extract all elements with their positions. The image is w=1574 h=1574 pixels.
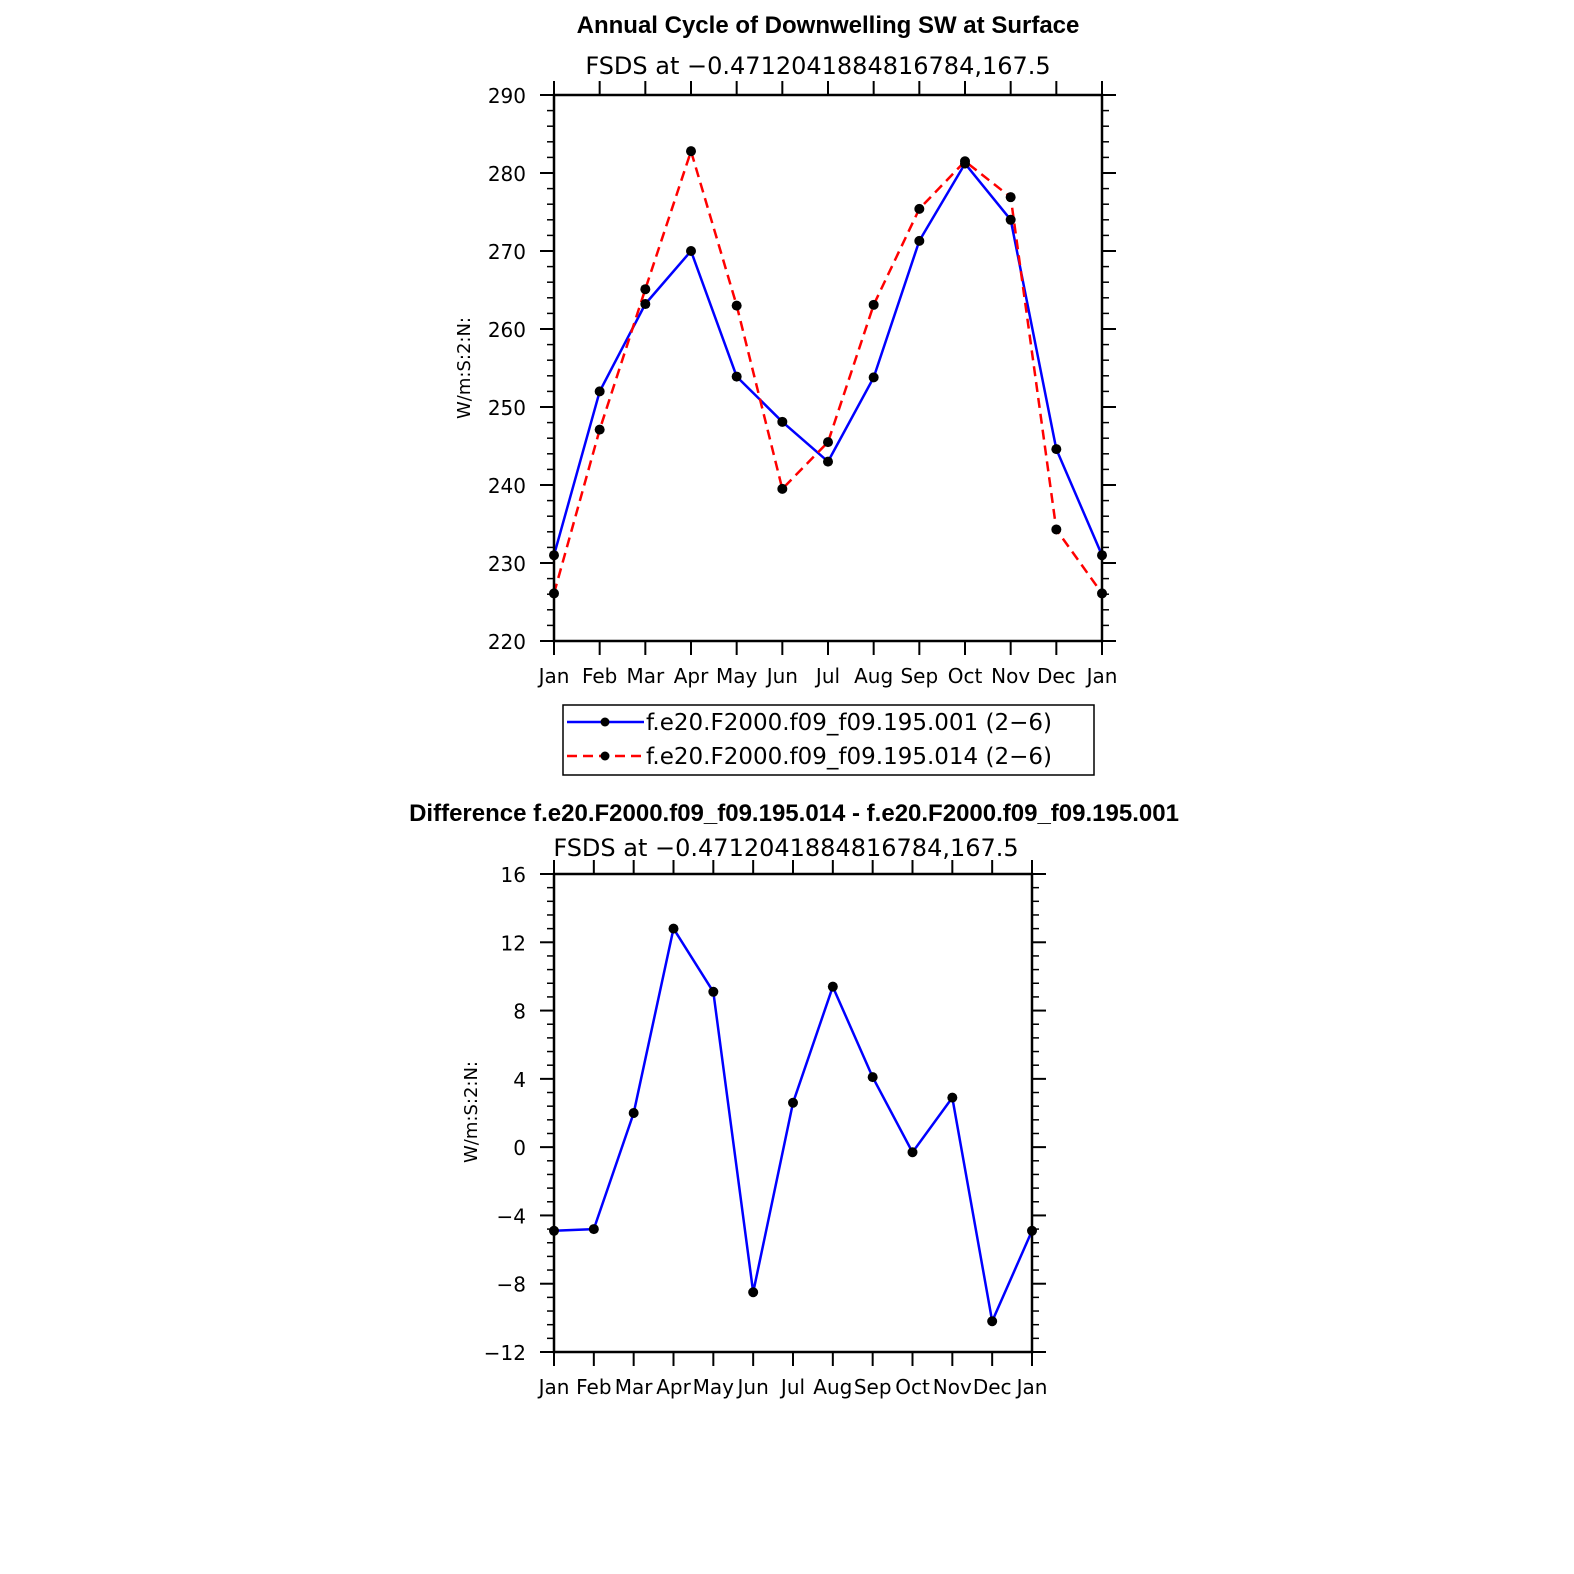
series-line-2: [552, 149, 1104, 595]
x-tick-label: Oct: [895, 1375, 930, 1399]
x-tick-label: Nov: [991, 664, 1030, 688]
data-point-series-1: [640, 299, 651, 310]
chart-subtitle: FSDS at −0.4712041884816784,167.5: [585, 52, 1050, 80]
data-point-series-1: [1005, 214, 1016, 225]
legend: f.e20.F2000.f09_f09.195.001 (2−6) f.e20.…: [562, 704, 1095, 776]
series-line-1: [552, 162, 1104, 556]
data-point-series-2: [594, 424, 605, 435]
x-tick-label: Jul: [814, 664, 840, 688]
data-point-series-1: [588, 1224, 599, 1235]
legend-label-series-1: f.e20.F2000.f09_f09.195.001 (2−6): [646, 710, 1052, 736]
data-point-series-2: [960, 156, 970, 167]
series-line-1: [553, 927, 1034, 1323]
data-point-series-2: [777, 483, 788, 494]
data-point-series-1: [731, 371, 742, 382]
data-point-series-2: [868, 299, 879, 310]
x-tick-label: Apr: [656, 1375, 691, 1399]
axis-ticks: Jan Feb Mar Apr May Jun Jul Aug Sep Oct Nov Dec Jan1…: [484, 860, 1048, 1399]
y-tick-label: 16: [501, 863, 526, 887]
data-point-series-1: [668, 923, 679, 934]
y-tick-label: −8: [497, 1273, 526, 1297]
data-point-series-1: [708, 986, 719, 997]
legend-marker-series-1: [600, 717, 610, 727]
series-group: [549, 923, 1037, 1327]
data-point-series-1: [987, 1316, 998, 1327]
annual-cycle-panel: Annual Cycle of Downwelling SW at Surfac…: [454, 12, 1118, 776]
x-tick-label: Apr: [674, 664, 709, 688]
x-tick-label: Jul: [779, 1375, 805, 1399]
data-point-series-1: [868, 372, 879, 383]
x-tick-label: Oct: [948, 664, 983, 688]
x-tick-label: Jun: [765, 664, 798, 688]
axis-ticks: Jan Feb Mar Apr May Jun Jul Aug Sep Oct Nov Dec Jan 2…: [488, 81, 1118, 688]
chart-title: Annual Cycle of Downwelling SW at Surfac…: [577, 12, 1080, 39]
legend-marker-series-2: [600, 751, 610, 761]
data-point-series-1: [777, 416, 788, 427]
difference-panel: Difference f.e20.F2000.f09_f09.195.014 -…: [409, 800, 1179, 1399]
data-point-series-2: [1051, 524, 1062, 535]
x-tick-label: Feb: [576, 1375, 611, 1399]
y-tick-label: 220: [488, 630, 526, 654]
legend-label-series-2: f.e20.F2000.f09_f09.195.014 (2−6): [646, 744, 1052, 770]
x-tick-label: Sep: [854, 1375, 892, 1399]
y-axis-label: W/m:S:2:N:: [461, 1061, 482, 1163]
y-tick-label: 240: [488, 474, 526, 498]
plot-frame: [552, 872, 1034, 1354]
data-point-series-2: [686, 146, 696, 157]
data-point-series-1: [594, 386, 605, 397]
x-tick-label: May: [716, 664, 758, 688]
y-tick-label: 8: [513, 1000, 526, 1024]
y-tick-label: 290: [488, 84, 526, 108]
y-tick-label: 250: [488, 396, 526, 420]
y-tick-label: 270: [488, 240, 526, 264]
chart-title: Difference f.e20.F2000.f09_f09.195.014 -…: [409, 800, 1179, 827]
x-tick-label: Jan: [1015, 1375, 1048, 1399]
data-point-series-1: [914, 235, 925, 246]
x-tick-label: Nov: [933, 1375, 972, 1399]
data-point-series-1: [1051, 444, 1062, 455]
y-tick-label: 0: [513, 1136, 526, 1160]
x-tick-label: Jun: [736, 1375, 769, 1399]
y-axis-label: W/m:S:2:N:: [454, 317, 475, 419]
data-point-series-2: [823, 437, 833, 448]
x-tick-label: Aug: [854, 664, 893, 688]
data-point-series-1: [907, 1147, 918, 1158]
data-point-series-2: [914, 203, 925, 214]
data-point-series-1: [686, 246, 696, 256]
x-tick-label: Mar: [615, 1375, 654, 1399]
data-point-series-1: [827, 981, 838, 992]
x-tick-label: May: [693, 1375, 735, 1399]
data-point-series-2: [731, 300, 742, 311]
plot-frame: [552, 93, 1104, 643]
data-point-series-1: [748, 1287, 759, 1298]
data-point-series-1: [788, 1097, 798, 1108]
x-tick-label: Jan: [1085, 664, 1118, 688]
legend-box: [562, 704, 1095, 776]
data-point-series-1: [628, 1108, 639, 1118]
x-tick-label: Sep: [900, 664, 938, 688]
data-point-series-2: [640, 284, 651, 295]
x-tick-label: Jan: [537, 1375, 570, 1399]
y-tick-label: 260: [488, 318, 526, 342]
x-tick-label: Feb: [582, 664, 617, 688]
data-point-series-2: [1005, 192, 1016, 203]
chart-subtitle: FSDS at −0.4712041884816784,167.5: [553, 834, 1018, 862]
x-tick-label: Dec: [1037, 664, 1076, 688]
x-tick-label: Jan: [537, 664, 570, 688]
data-point-series-1: [867, 1072, 878, 1083]
y-tick-label: 230: [488, 552, 526, 576]
y-tick-label: −12: [484, 1341, 526, 1365]
x-tick-label: Dec: [973, 1375, 1012, 1399]
y-tick-label: 12: [501, 931, 526, 955]
data-point-series-1: [823, 456, 833, 467]
data-point-series-1: [947, 1092, 958, 1103]
x-tick-label: Aug: [813, 1375, 852, 1399]
y-tick-label: 4: [513, 1068, 526, 1092]
y-tick-label: −4: [497, 1204, 526, 1228]
series-group: [549, 146, 1107, 599]
y-tick-label: 280: [488, 162, 526, 186]
x-tick-label: Mar: [626, 664, 665, 688]
